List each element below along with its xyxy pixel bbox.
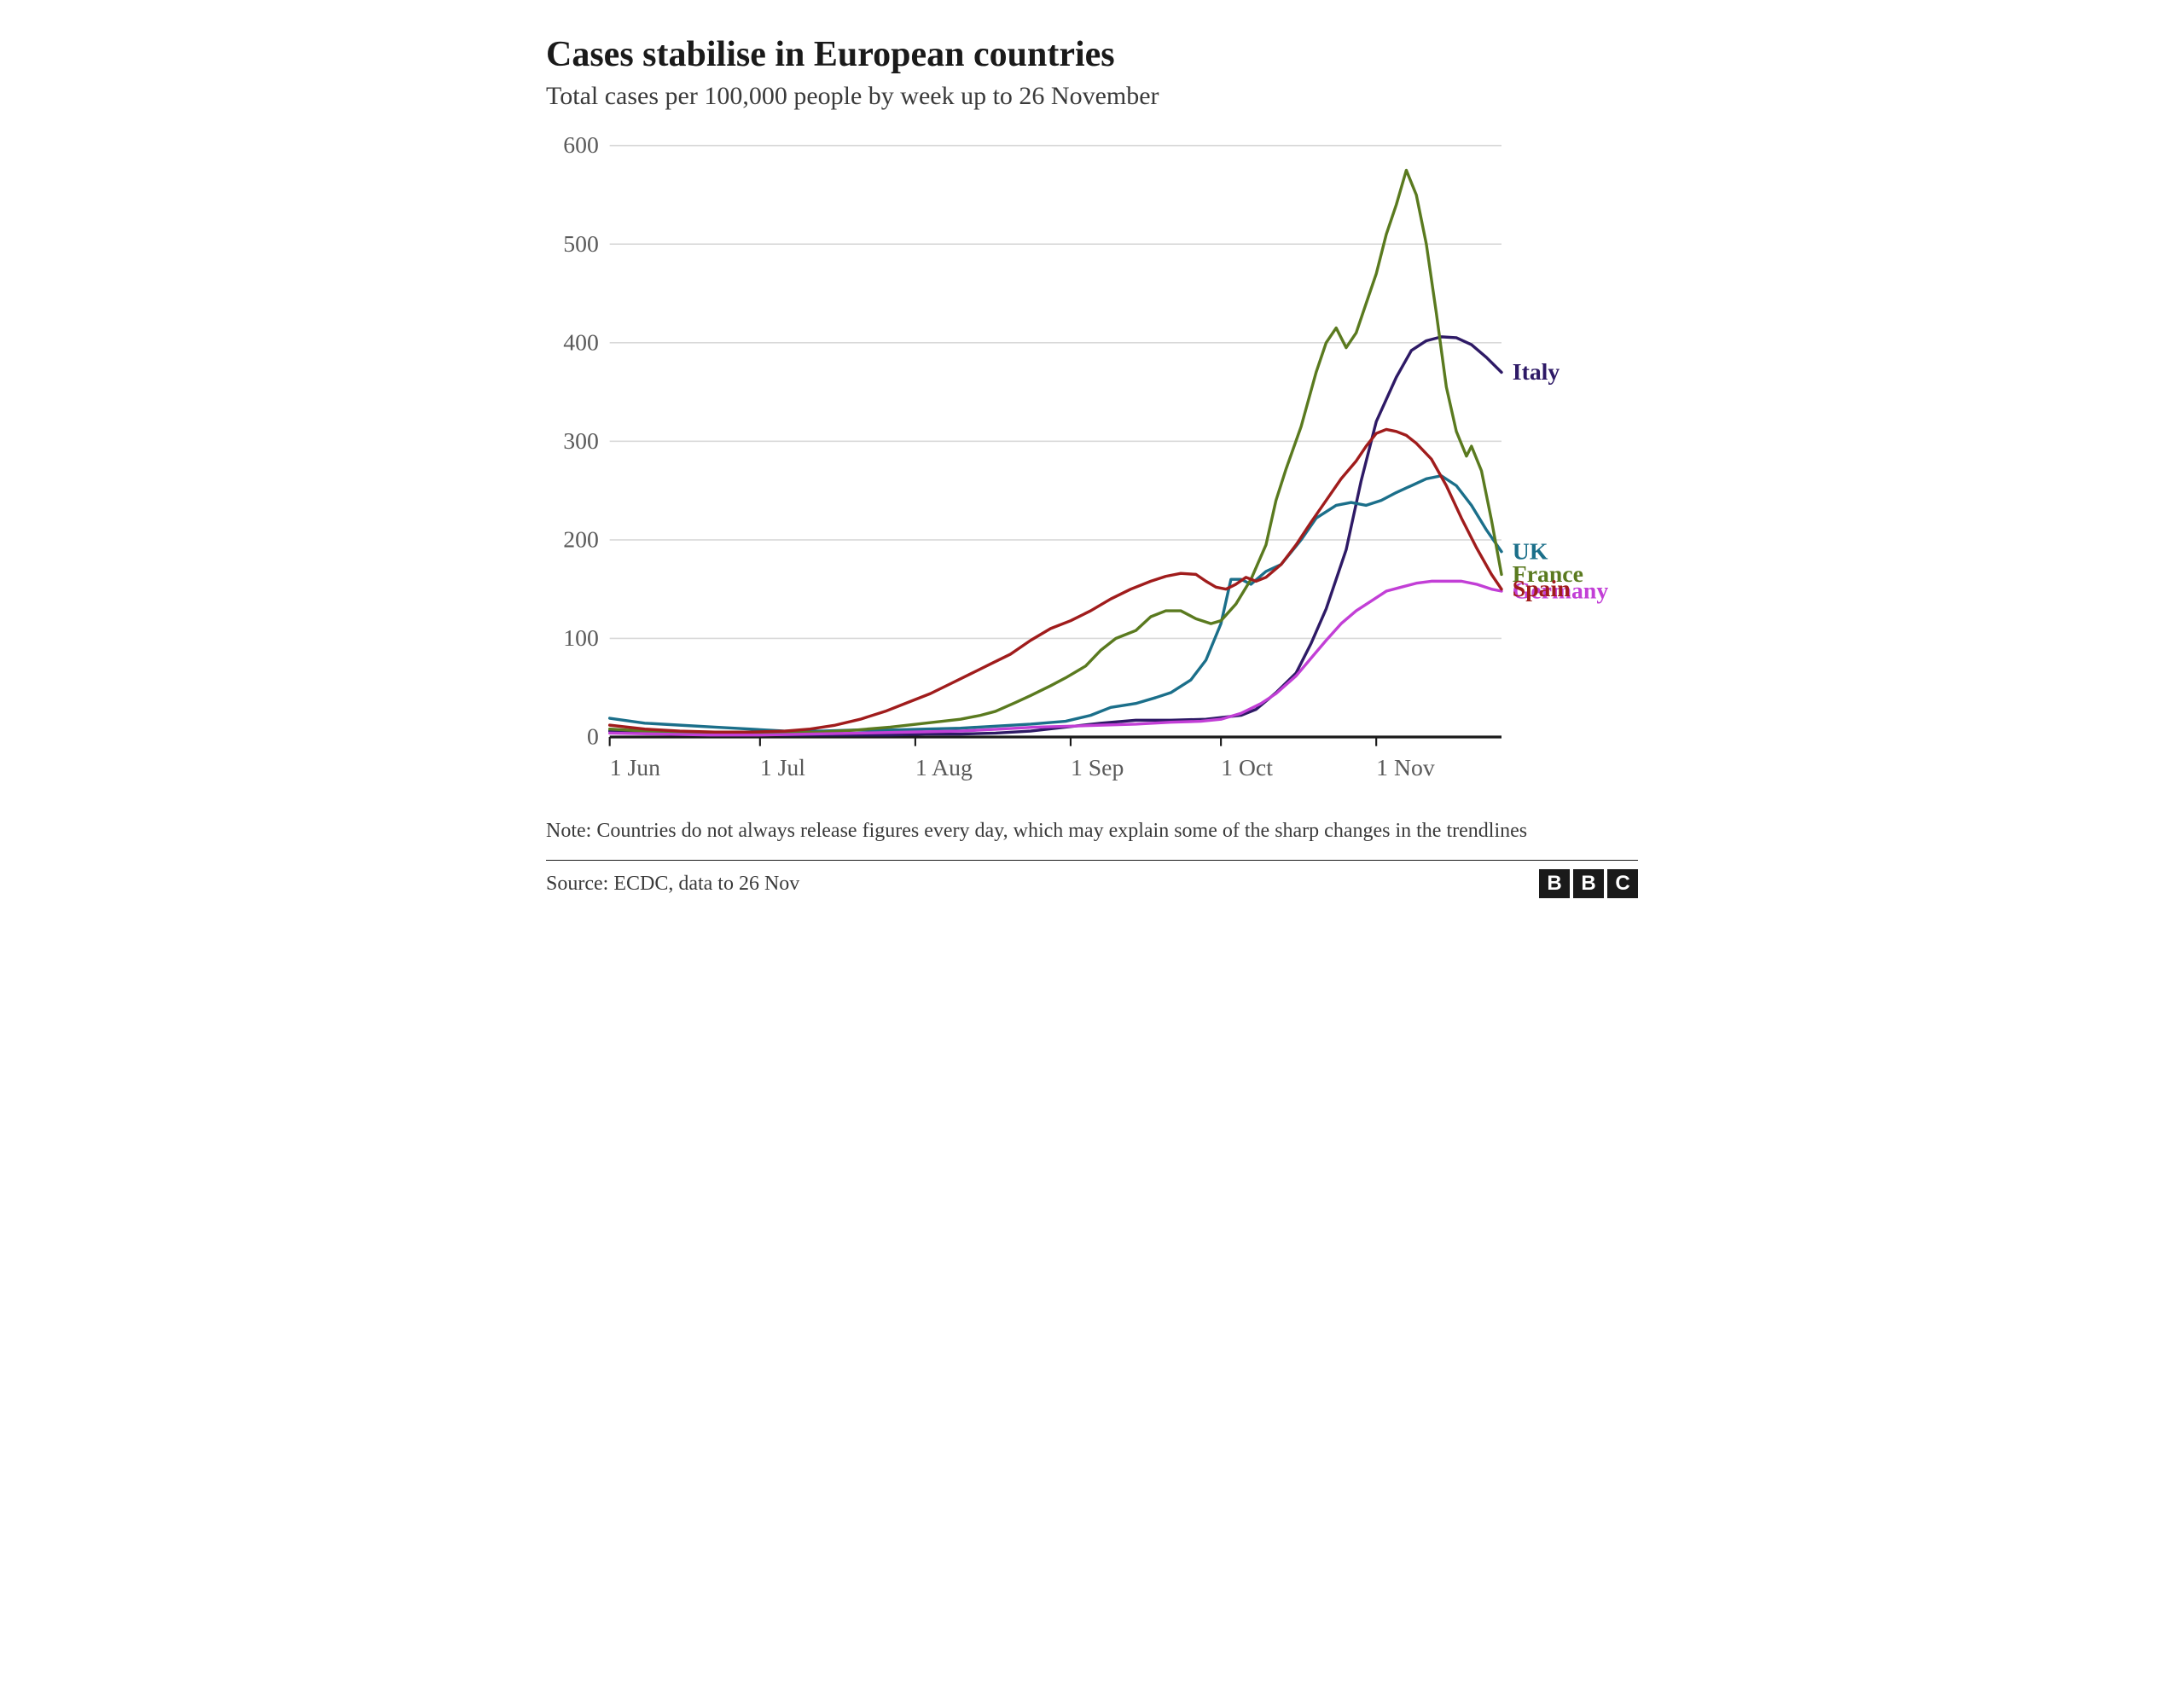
line-chart: 0 100 200 300 400 500 600 1 Jun 1 Jul 1 Aug 1 Sep… <box>546 136 1638 792</box>
bbc-logo-letter: B <box>1573 869 1604 898</box>
series-line-italy <box>610 337 1502 735</box>
x-tick-label: 1 Sep <box>1071 754 1124 780</box>
chart-note: Note: Countries do not always release fi… <box>546 817 1638 844</box>
y-tick-label: 200 <box>563 525 599 552</box>
y-tick-label: 300 <box>563 427 599 454</box>
bbc-logo-letter: B <box>1539 869 1570 898</box>
chart-footer: Source: ECDC, data to 26 Nov B B C <box>546 860 1638 898</box>
source-text: Source: ECDC, data to 26 Nov <box>546 873 799 896</box>
series-line-germany <box>610 581 1502 734</box>
y-tick-label: 100 <box>563 624 599 651</box>
x-tick-label: 1 Nov <box>1376 754 1435 780</box>
series-label-italy: Italy <box>1513 358 1560 385</box>
bbc-logo: B B C <box>1539 869 1638 898</box>
series-line-spain <box>610 429 1502 732</box>
bbc-logo-letter: C <box>1607 869 1638 898</box>
series-label-spain: Spain <box>1513 575 1571 601</box>
chart-card: Cases stabilise in European countries To… <box>546 34 1638 898</box>
x-tick-label: 1 Jul <box>760 754 805 780</box>
y-tick-label: 500 <box>563 230 599 257</box>
x-tick-label: 1 Aug <box>915 754 973 780</box>
chart-subtitle: Total cases per 100,000 people by week u… <box>546 82 1638 111</box>
y-tick-label: 600 <box>563 136 599 158</box>
x-tick-label: 1 Jun <box>610 754 660 780</box>
chart-title: Cases stabilise in European countries <box>546 34 1638 75</box>
x-tick-label: 1 Oct <box>1221 754 1273 780</box>
y-tick-label: 0 <box>587 723 599 750</box>
y-tick-label: 400 <box>563 328 599 355</box>
plot-area: 0 100 200 300 400 500 600 1 Jun 1 Jul 1 Aug 1 Sep… <box>546 136 1638 792</box>
